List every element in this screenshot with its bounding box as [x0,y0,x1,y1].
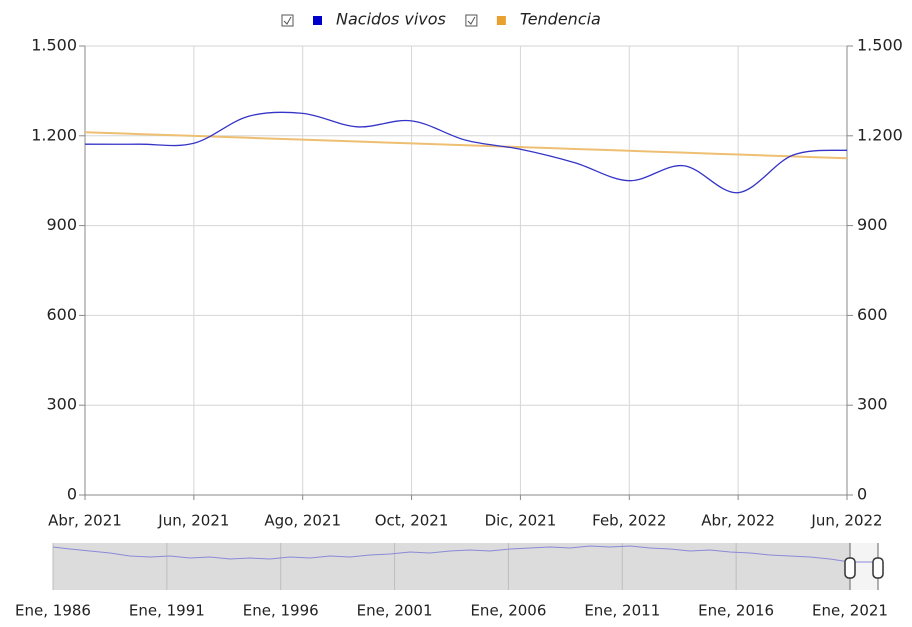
navigator-label: Ene, 2011 [584,602,660,620]
navigator-background [53,543,850,590]
x-tick-label: Dic, 2021 [485,512,557,530]
x-tick-label: Abr, 2022 [701,512,775,530]
y-tick-label: 1.500 [31,36,77,55]
y2-tick-label: 1.500 [857,36,903,55]
x-tick-label: Jun, 2022 [810,512,882,530]
legend-checkbox[interactable] [281,14,294,27]
legend-check [283,16,292,25]
y-tick-label: 1.200 [31,125,77,144]
y2-tick-label: 1.200 [857,125,903,144]
navigator-label: Ene, 2021 [812,602,888,620]
navigator [52,543,884,590]
y2-tick-label: 0 [857,485,867,504]
x-tick-label: Abr, 2021 [48,512,122,530]
navigator-line [52,545,878,563]
x-tick-label: Feb, 2022 [592,512,666,530]
navigator-label: Ene, 2006 [470,602,546,620]
navigator-handle[interactable] [844,557,856,579]
series-line [84,111,848,194]
navigator-label: Ene, 1991 [129,602,205,620]
legend-label[interactable]: Tendencia [520,10,601,29]
navigator-label: Ene, 2001 [357,602,433,620]
x-tick-label: Ago, 2021 [264,512,341,530]
y2-tick-label: 900 [857,215,888,234]
legend-swatch [496,16,506,25]
legend-swatch [313,16,322,25]
y-tick-label: 0 [67,485,77,504]
y2-tick-label: 600 [857,305,888,324]
legend-label[interactable]: Nacidos vivos [336,10,446,29]
y-tick-label: 900 [46,215,77,234]
legend-checkbox[interactable] [465,14,478,27]
x-tick-label: Jun, 2021 [157,512,229,530]
x-tick-label: Oct, 2021 [375,512,449,530]
navigator-label: Ene, 1986 [15,602,91,620]
navigator-handle[interactable] [872,557,884,579]
y-tick-label: 300 [46,395,77,414]
navigator-label: Ene, 1996 [243,602,319,620]
y-tick-label: 600 [46,305,77,324]
legend-check [467,16,476,25]
navigator-label: Ene, 2016 [698,602,774,620]
y2-tick-label: 300 [857,395,888,414]
